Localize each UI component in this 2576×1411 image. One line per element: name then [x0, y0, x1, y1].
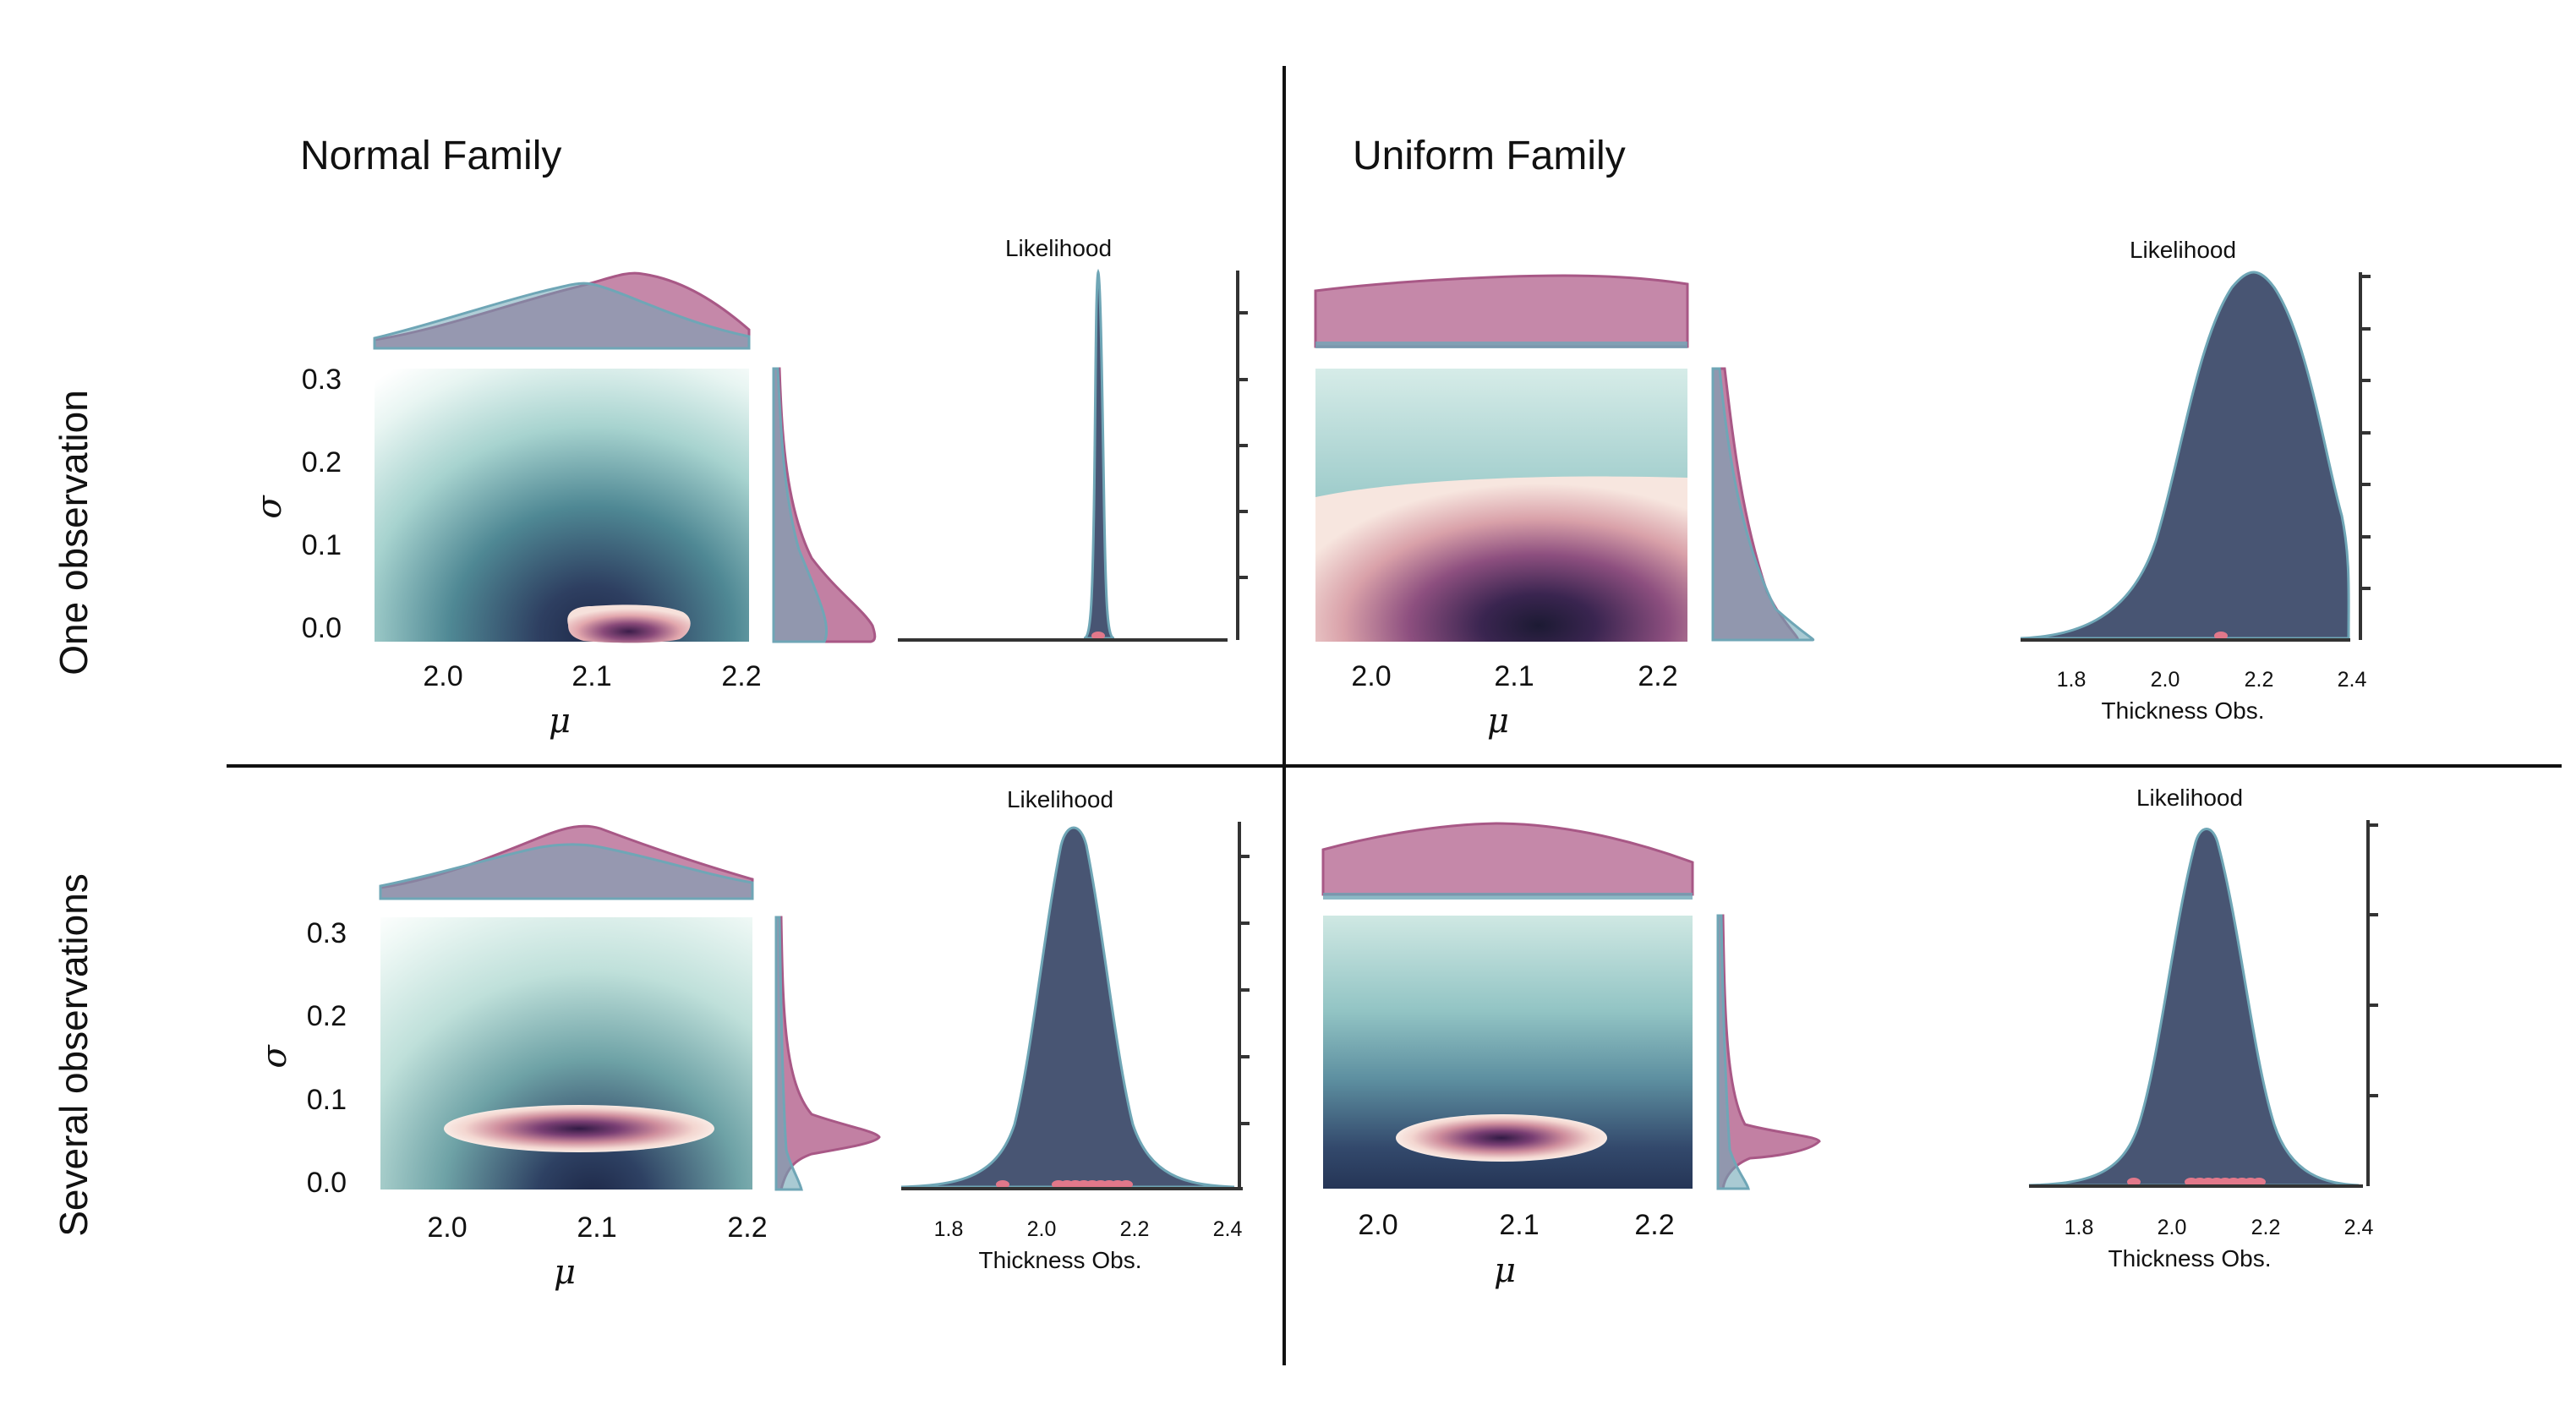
uniform-several-likelihood: Likelihood 1.8 2.0 2.2 2.4 Thickness Obs…	[2028, 785, 2378, 1272]
row-label-one-observation: One observation	[52, 390, 96, 675]
normal-several-sigma-posterior	[774, 916, 803, 1191]
normal-one-sigma-posterior	[772, 367, 829, 643]
uniform-several-likelihood-xtick: 2.0	[2158, 1216, 2187, 1239]
observation-markers	[996, 1180, 1133, 1189]
normal-one-ytick: 0.0	[302, 612, 342, 644]
normal-one-ytick: 0.2	[302, 446, 342, 479]
normal-several-likelihood-xtick: 1.8	[934, 1217, 964, 1241]
uniform-one-mu-prior	[1314, 274, 1689, 348]
normal-several-likelihood-xtick: 2.4	[1213, 1217, 1243, 1241]
observation-marker	[1091, 632, 1105, 640]
uniform-one-likelihood-xtick: 2.0	[2151, 668, 2180, 692]
normal-one-likelihood-title: Likelihood	[1005, 235, 1112, 261]
observation-marker	[2214, 632, 2228, 640]
uniform-one-sigma-posterior	[1711, 367, 1815, 642]
uniform-one-xtick: 2.1	[1494, 660, 1534, 692]
uniform-several-panel: 2.0 2.1 2.2 μ	[1321, 822, 1821, 1290]
normal-several-xlabel: μ	[554, 1253, 576, 1292]
observation-markers	[2127, 1178, 2266, 1186]
normal-several-ytick: 0.1	[307, 1084, 347, 1116]
uniform-one-likelihood-xlabel: Thickness Obs.	[2102, 697, 2265, 724]
normal-several-xtick: 2.1	[577, 1211, 616, 1244]
uniform-one-xtick: 2.2	[1638, 660, 1677, 692]
uniform-one-likelihood-xtick: 2.4	[2338, 668, 2367, 692]
uniform-one-panel: 2.0 2.1 2.2 μ	[1314, 274, 1815, 741]
uniform-one-mu-posterior	[1315, 342, 1687, 348]
normal-several-posterior-contour	[444, 1105, 714, 1152]
uniform-one-posterior-region	[1315, 476, 1687, 642]
uniform-several-likelihood-xtick: 2.2	[2251, 1216, 2281, 1239]
uniform-several-mu-prior	[1321, 822, 1694, 896]
normal-several-ylabel: σ	[255, 1044, 294, 1069]
uniform-several-likelihood-xtick: 1.8	[2065, 1216, 2094, 1239]
normal-one-panel: 0.3 0.2 0.1 0.0 σ 2.0 2.1 2.2 μ	[250, 271, 877, 741]
normal-several-likelihood-xtick: 2.0	[1027, 1217, 1057, 1241]
normal-one-mu-posterior	[373, 282, 751, 350]
observation-marker	[1119, 1180, 1133, 1189]
uniform-several-likelihood-curve	[2028, 828, 2360, 1187]
uniform-several-mu-posterior	[1323, 893, 1693, 900]
normal-several-likelihood: Likelihood 1.8 2.0 2.2 2.4 Thickness Obs…	[900, 786, 1250, 1273]
normal-several-panel: 0.3 0.2 0.1 0.0 σ 2.0 2.1 2.2 μ	[255, 824, 881, 1292]
normal-one-likelihood: Likelihood	[898, 235, 1248, 642]
normal-one-xlabel: μ	[549, 702, 571, 741]
normal-several-xtick: 2.2	[727, 1211, 767, 1244]
uniform-several-sigma-posterior	[1716, 914, 1750, 1190]
uniform-several-xlabel: μ	[1494, 1251, 1516, 1290]
normal-one-ytick: 0.3	[302, 364, 342, 396]
row-label-several-observations: Several observations	[52, 873, 96, 1237]
normal-one-joint-heatmap	[375, 369, 749, 642]
uniform-one-likelihood-title: Likelihood	[2130, 237, 2236, 263]
uniform-several-xtick: 2.0	[1358, 1209, 1397, 1241]
uniform-one-likelihood-curve	[2020, 271, 2350, 640]
column-title-normal: Normal Family	[300, 134, 561, 178]
observation-marker	[996, 1180, 1009, 1189]
normal-several-ytick: 0.2	[307, 1000, 347, 1032]
normal-one-xtick: 2.0	[423, 660, 462, 692]
uniform-several-likelihood-xtick: 2.4	[2344, 1216, 2374, 1239]
uniform-several-likelihood-title: Likelihood	[2136, 785, 2243, 811]
column-title-uniform: Uniform Family	[1353, 134, 1626, 178]
uniform-several-likelihood-xlabel: Thickness Obs.	[2108, 1245, 2272, 1272]
observation-marker	[2252, 1178, 2266, 1186]
uniform-several-sigma-prior	[1716, 914, 1821, 1190]
uniform-one-xtick: 2.0	[1351, 660, 1391, 692]
normal-several-ytick: 0.3	[307, 917, 347, 949]
normal-several-mu-posterior	[379, 843, 754, 900]
normal-one-posterior-contour	[567, 604, 691, 643]
uniform-several-posterior-contour	[1396, 1114, 1607, 1162]
uniform-one-xlabel: μ	[1487, 702, 1509, 741]
uniform-one-likelihood-xtick: 1.8	[2057, 668, 2087, 692]
normal-several-xtick: 2.0	[427, 1211, 467, 1244]
normal-several-likelihood-curve	[900, 826, 1235, 1189]
normal-several-likelihood-xlabel: Thickness Obs.	[979, 1247, 1142, 1273]
uniform-several-xtick: 2.1	[1499, 1209, 1539, 1241]
normal-several-likelihood-title: Likelihood	[1007, 786, 1113, 812]
normal-one-xtick: 2.1	[572, 660, 611, 692]
normal-one-ylabel: σ	[250, 495, 289, 519]
observation-marker	[2127, 1178, 2141, 1186]
uniform-several-xtick: 2.2	[1634, 1209, 1674, 1241]
normal-several-ytick: 0.0	[307, 1167, 347, 1199]
normal-one-xtick: 2.2	[721, 660, 761, 692]
uniform-one-likelihood-xtick: 2.2	[2245, 668, 2274, 692]
normal-one-ytick: 0.1	[302, 529, 342, 561]
normal-several-sigma-prior	[774, 916, 881, 1191]
normal-several-likelihood-xtick: 2.2	[1120, 1217, 1150, 1241]
uniform-one-likelihood: Likelihood 1.8 2.0 2.2 2.4 Thickness Obs…	[2020, 237, 2371, 724]
normal-one-likelihood-curve	[1083, 268, 1115, 640]
